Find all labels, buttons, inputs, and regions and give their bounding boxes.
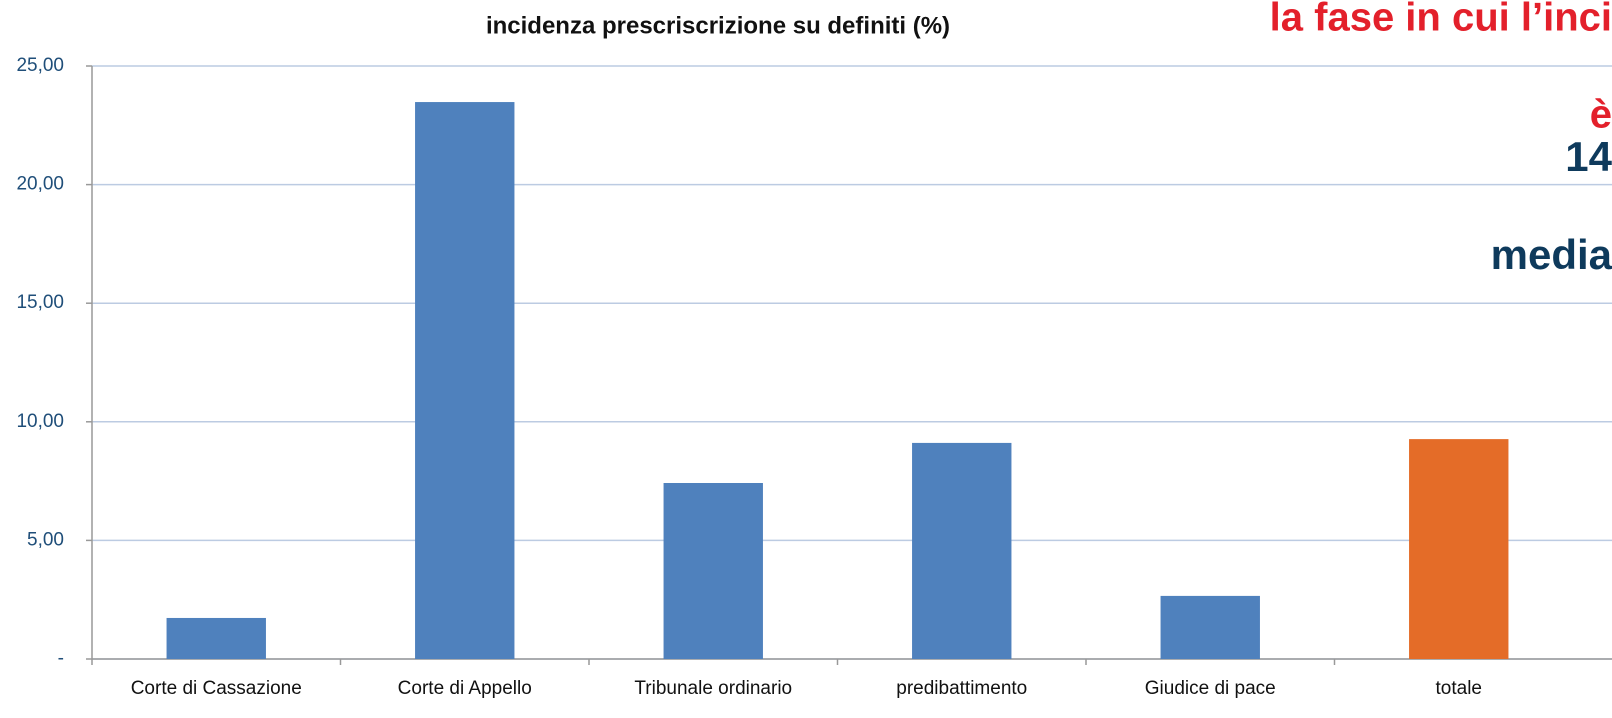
y-tick-label: - — [58, 648, 64, 669]
annotation: la fase in cui l’inci — [1270, 0, 1612, 40]
y-tick-label: 5,00 — [27, 529, 64, 550]
bar — [1409, 439, 1509, 659]
bar — [1160, 595, 1260, 659]
y-tick-label: 15,00 — [16, 292, 64, 313]
bar — [166, 617, 266, 659]
x-tick-label: Corte di Cassazione — [131, 678, 302, 699]
y-tick-label: 20,00 — [16, 174, 64, 195]
x-tick-label: totale — [1436, 678, 1482, 699]
x-tick-label: predibattimento — [896, 678, 1027, 699]
x-tick-label: Corte di Appello — [398, 678, 532, 699]
y-tick-label: 10,00 — [16, 411, 64, 432]
x-tick-label: Giudice di pace — [1145, 678, 1276, 699]
y-tick-label: 25,00 — [16, 55, 64, 76]
annotation: media — [1491, 231, 1612, 278]
annotation: è — [1590, 93, 1612, 137]
bar — [415, 102, 515, 660]
chart-title: incidenza prescriscrizione su definiti (… — [486, 12, 950, 39]
bar — [663, 482, 763, 659]
bar — [912, 442, 1012, 659]
annotation: 14 — [1565, 133, 1612, 180]
x-tick-label: Tribunale ordinario — [634, 678, 792, 699]
